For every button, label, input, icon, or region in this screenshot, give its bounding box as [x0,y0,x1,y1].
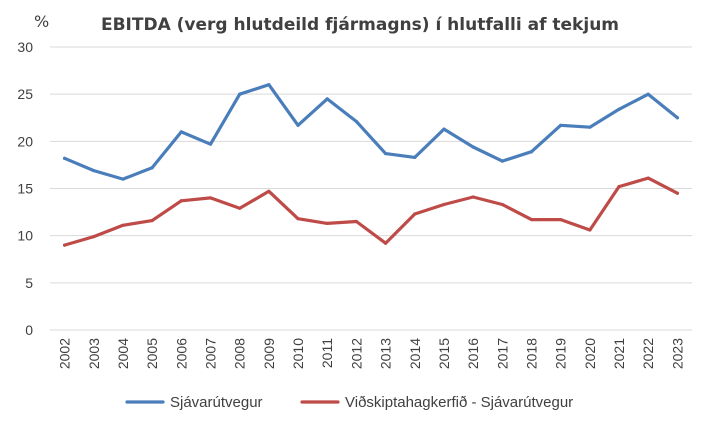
data-point [413,212,417,216]
data-point [529,150,534,154]
y-tick-label: 0 [25,322,33,338]
data-point [92,168,96,173]
data-point [296,217,300,221]
data-point [646,92,650,96]
data-point [500,202,504,207]
data-point [354,219,359,224]
y-tick-label: 10 [17,228,33,244]
series-line-1 [62,83,680,181]
data-point [150,218,154,223]
x-tick-label: 2009 [261,338,277,369]
data-point [208,142,213,146]
data-point [121,223,125,227]
data-point [500,159,504,163]
data-point [238,206,242,210]
data-point [238,92,242,96]
data-point [675,191,680,195]
x-tick-label: 2023 [669,338,685,369]
data-point [588,125,592,129]
y-tick-label: 20 [17,133,33,149]
data-point [471,195,475,199]
x-tick-label: 2005 [144,338,160,369]
data-point [617,185,621,189]
x-tick-label: 2012 [348,338,364,369]
x-tick-label: 2003 [86,338,102,369]
data-point [267,83,271,87]
x-tick-label: 2007 [203,338,219,369]
x-tick-label: 2002 [57,338,73,369]
data-point [559,123,563,127]
data-point [92,235,96,239]
data-point [442,202,446,207]
data-point [325,221,329,226]
data-point [354,119,359,124]
data-point [267,189,271,193]
y-tick-label: 30 [17,39,33,55]
x-tick-label: 2018 [524,338,540,369]
data-point [588,228,592,232]
data-point [179,199,183,203]
chart-title: EBITDA (verg hlutdeild fjármagns) í hlut… [101,15,619,35]
data-point [179,130,183,134]
data-point [383,241,388,245]
data-point [208,196,213,200]
data-point [325,97,329,101]
y-tick-label: 25 [17,86,33,102]
x-tick-label: 2011 [319,338,335,368]
x-tick-label: 2013 [378,338,394,369]
y-tick-label: 15 [17,181,33,197]
data-point [675,116,680,120]
legend-label: Sjávarútvegur [170,394,263,411]
data-point [296,123,300,127]
x-tick-label: 2004 [115,338,131,369]
data-point [62,156,67,160]
series-line-2 [62,176,680,247]
data-point [617,107,621,111]
data-point [413,155,417,159]
x-axis-ticks: 2002 2003 2004 2005 2006 2007 2008 2009 2010 2011… [57,338,686,369]
data-point [150,166,154,170]
data-point [121,177,125,181]
x-tick-label: 2008 [232,338,248,369]
legend-label: Viðskiptahagkerfið - Sjávarútvegur [345,394,573,411]
x-tick-label: 2016 [465,338,481,369]
y-axis-unit-label: % [34,12,49,31]
gridlines [50,46,692,331]
legend: Sjávarútvegur Viðskiptahagkerfið - Sjávar… [125,394,573,411]
x-tick-label: 2015 [436,338,452,369]
x-tick-label: 2021 [611,338,627,369]
data-point [442,127,446,131]
x-tick-label: 2006 [173,338,189,369]
data-point [383,151,388,156]
data-point [471,145,475,149]
series-lines [62,83,680,247]
x-tick-label: 2017 [494,338,510,369]
y-axis-ticks: 0 5 10 15 20 25 30 [17,39,33,338]
data-point [529,218,534,222]
x-tick-label: 2010 [290,338,306,369]
y-tick-label: 5 [25,275,33,291]
x-tick-label: 2014 [407,338,423,369]
data-point [62,243,67,247]
data-point [646,176,650,180]
x-tick-label: 2020 [582,338,598,369]
x-tick-label: 2022 [640,338,656,369]
x-tick-label: 2019 [553,338,569,369]
data-point [559,218,563,222]
